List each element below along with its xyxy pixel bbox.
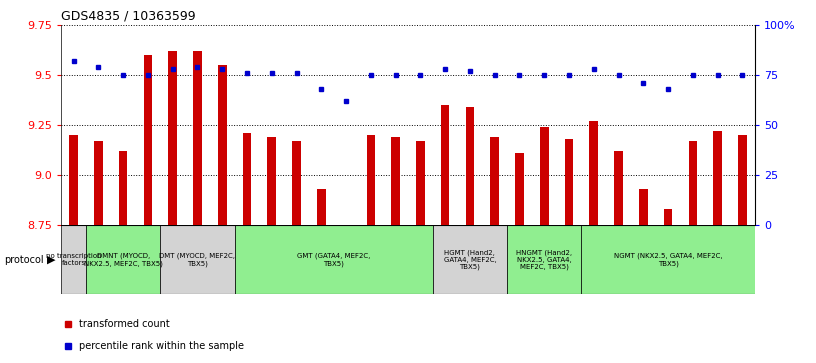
Bar: [160, 225, 235, 294]
Text: HNGMT (Hand2,
NKX2.5, GATA4,
MEF2C, TBX5): HNGMT (Hand2, NKX2.5, GATA4, MEF2C, TBX5…: [517, 249, 572, 270]
Bar: [490, 137, 499, 225]
Bar: [466, 107, 474, 225]
Bar: [713, 131, 722, 225]
Bar: [663, 209, 672, 225]
Text: percentile rank within the sample: percentile rank within the sample: [78, 341, 243, 351]
Text: transformed count: transformed count: [78, 319, 169, 329]
Bar: [366, 135, 375, 225]
Text: GMT (GATA4, MEF2C,
TBX5): GMT (GATA4, MEF2C, TBX5): [297, 253, 370, 266]
Bar: [317, 189, 326, 225]
Bar: [168, 52, 177, 225]
Text: protocol: protocol: [4, 254, 44, 265]
Bar: [392, 137, 400, 225]
Bar: [540, 127, 548, 225]
Bar: [268, 137, 276, 225]
Text: NGMT (NKX2.5, GATA4, MEF2C,
TBX5): NGMT (NKX2.5, GATA4, MEF2C, TBX5): [614, 253, 722, 266]
Bar: [589, 121, 598, 225]
Text: DMNT (MYOCD,
NKX2.5, MEF2C, TBX5): DMNT (MYOCD, NKX2.5, MEF2C, TBX5): [84, 253, 162, 266]
Text: DMT (MYOCD, MEF2C,
TBX5): DMT (MYOCD, MEF2C, TBX5): [159, 253, 236, 266]
Bar: [441, 105, 450, 225]
Bar: [94, 141, 103, 225]
Text: ▶: ▶: [47, 254, 55, 265]
Bar: [119, 151, 127, 225]
Bar: [432, 225, 507, 294]
Bar: [416, 141, 424, 225]
Bar: [342, 225, 350, 229]
Text: GDS4835 / 10363599: GDS4835 / 10363599: [61, 10, 196, 23]
Text: no transcription
factors: no transcription factors: [46, 253, 101, 266]
Bar: [582, 225, 755, 294]
Bar: [144, 55, 153, 225]
Bar: [218, 65, 227, 225]
Bar: [515, 153, 524, 225]
Bar: [639, 189, 648, 225]
Bar: [235, 225, 432, 294]
Bar: [61, 225, 86, 294]
Bar: [614, 151, 623, 225]
Bar: [242, 133, 251, 225]
Text: HGMT (Hand2,
GATA4, MEF2C,
TBX5): HGMT (Hand2, GATA4, MEF2C, TBX5): [444, 249, 496, 270]
Bar: [738, 135, 747, 225]
Bar: [69, 135, 78, 225]
Bar: [193, 52, 202, 225]
Bar: [292, 141, 301, 225]
Bar: [86, 225, 160, 294]
Bar: [507, 225, 581, 294]
Bar: [565, 139, 574, 225]
Bar: [689, 141, 697, 225]
